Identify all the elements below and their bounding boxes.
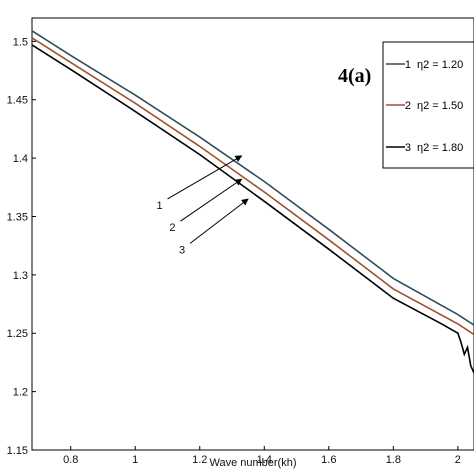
x-tick-label: 0.8 — [63, 454, 78, 466]
x-tick-label: 1 — [132, 454, 138, 466]
y-tick-label: 1.4 — [13, 153, 28, 165]
y-tick-label: 1.25 — [7, 328, 28, 340]
series-layer — [31, 30, 474, 374]
annotation-layer: 123 — [156, 155, 249, 256]
legend-text-1: η2 = 1.20 — [417, 59, 463, 71]
annotation-label-1: 1 — [156, 200, 162, 212]
annotation-label-3: 3 — [179, 244, 185, 256]
x-tick-label: 1.2 — [192, 454, 207, 466]
x-tick-label: 1.8 — [386, 454, 401, 466]
y-tick-label: 1.35 — [7, 211, 28, 223]
legend-text-2: η2 = 1.50 — [417, 100, 463, 112]
legend: 1 η2 = 1.20 2 η2 = 1.50 3 η2 = 1.80 — [382, 41, 474, 169]
y-tick-label: 1.5 — [13, 36, 28, 48]
legend-number-2: 2 — [405, 100, 411, 112]
x-tick-label: 2 — [455, 454, 461, 466]
legend-number-3: 3 — [405, 142, 411, 154]
y-tick-label: 1.45 — [7, 95, 28, 107]
x-tick-label: 1.6 — [321, 454, 336, 466]
series-line-1 — [31, 30, 474, 326]
panel-label: 4(a) — [338, 65, 371, 87]
annotation-arrow-2 — [180, 178, 243, 222]
annotation-arrow-3 — [189, 198, 249, 244]
y-tick-label: 1.15 — [7, 445, 28, 457]
legend-text-3: η2 = 1.80 — [417, 142, 463, 154]
annotation-label-2: 2 — [169, 222, 175, 234]
series-line-3 — [31, 44, 474, 374]
plot-frame — [31, 17, 474, 451]
x-tick-label: 1.4 — [257, 454, 272, 466]
y-tick-label: 1.3 — [13, 270, 28, 282]
legend-items: 1 η2 = 1.20 2 η2 = 1.50 3 η2 = 1.80 — [386, 59, 463, 154]
x-axis-label: Wave number(kh) — [209, 457, 296, 469]
y-tick-label: 1.2 — [13, 387, 28, 399]
series-line-2 — [31, 37, 474, 336]
legend-number-1: 1 — [405, 59, 411, 71]
ticks-layer: 0.8 1 1.2 1.4 1.6 1.8 2 1.15 1.2 1.25 1.3 1.35 1.4 1.… — [7, 36, 461, 466]
annotation-arrow-1 — [167, 155, 243, 200]
